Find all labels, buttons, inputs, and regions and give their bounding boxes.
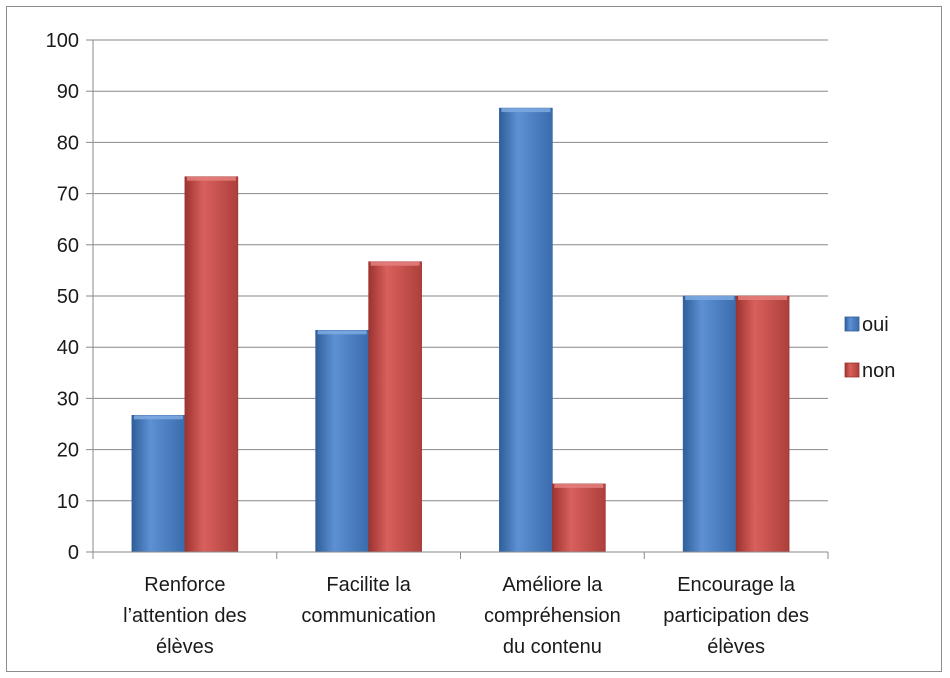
category-label: du contenu <box>503 636 602 658</box>
category-label: compréhension <box>484 605 621 627</box>
category-label: élèves <box>707 636 765 658</box>
bars <box>131 107 790 553</box>
legend-swatch-oui <box>844 316 860 332</box>
y-tick-label: 40 <box>57 337 79 359</box>
bar-oui-1 <box>315 330 369 553</box>
x-axis-categories: Renforce l’attention des élèves Facilite la… <box>123 574 809 658</box>
bar-highlight <box>685 296 735 300</box>
category-label: Encourage la <box>677 574 796 596</box>
bar-highlight <box>133 415 183 420</box>
bar-oui-0 <box>131 414 186 553</box>
category-label: Facilite la <box>326 574 411 596</box>
bar-highlight <box>186 176 236 181</box>
y-tick-label: 80 <box>57 132 79 154</box>
bar-non-3 <box>735 295 790 553</box>
y-tick-label: 0 <box>68 542 79 564</box>
bar-non-1 <box>368 261 422 553</box>
category-label: participation des <box>663 605 809 627</box>
category-label: élèves <box>156 636 214 658</box>
y-axis-ticks: 0 10 20 30 40 50 60 70 80 90 100 <box>46 30 93 564</box>
bar-non-0 <box>184 176 239 553</box>
bar-highlight <box>317 330 367 335</box>
y-tick-label: 20 <box>57 440 79 462</box>
y-tick-label: 70 <box>57 184 79 206</box>
bar-non-2 <box>552 483 606 553</box>
bar-highlight <box>554 483 604 488</box>
y-tick-label: 60 <box>57 235 79 257</box>
category-label: Améliore la <box>502 574 603 596</box>
bar-highlight <box>370 261 420 266</box>
y-tick-label: 10 <box>57 491 79 513</box>
category-label: communication <box>301 605 436 627</box>
y-tick-label: 100 <box>46 30 79 52</box>
legend-label-non: non <box>862 360 895 382</box>
y-tick-label: 30 <box>57 388 79 410</box>
category-label: Renforce <box>144 574 225 596</box>
bar-oui-3 <box>682 295 737 553</box>
legend-label-oui: oui <box>862 314 889 336</box>
y-tick-label: 50 <box>57 286 79 308</box>
bar-highlight <box>501 108 551 113</box>
bar-highlight <box>738 296 788 300</box>
category-label: l’attention des <box>123 605 246 627</box>
axes <box>92 40 829 559</box>
bar-oui-2 <box>499 107 553 553</box>
legend-swatch-non <box>844 362 860 378</box>
legend: oui non <box>844 314 895 382</box>
y-tick-label: 90 <box>57 81 79 103</box>
